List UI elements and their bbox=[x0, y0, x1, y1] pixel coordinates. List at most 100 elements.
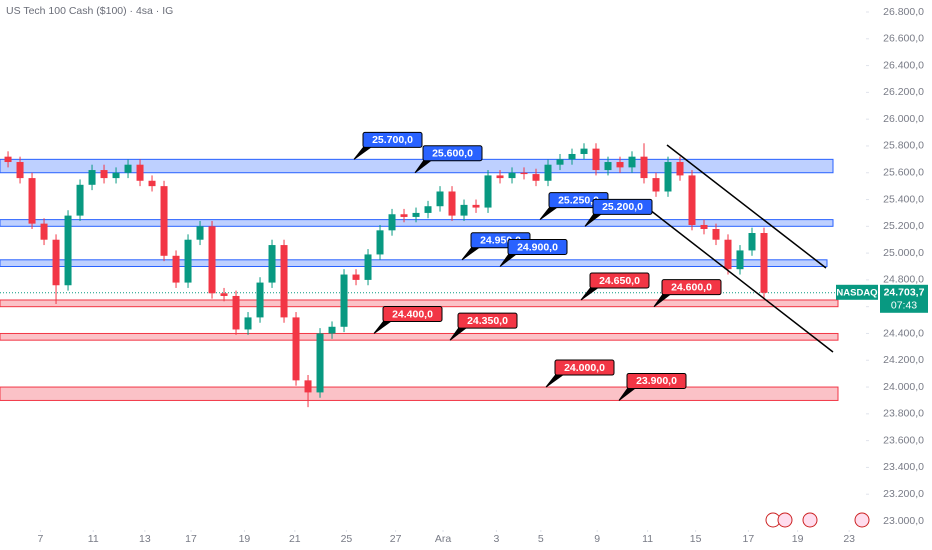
price-label-box bbox=[382, 305, 443, 322]
candle-body bbox=[520, 172, 528, 175]
price-label-box bbox=[554, 359, 615, 376]
candle-body bbox=[508, 172, 516, 179]
zone bbox=[0, 299, 839, 308]
price-label: 25.600,0 bbox=[432, 148, 473, 160]
y-tick-label: 23.000,0 bbox=[883, 515, 924, 527]
zone bbox=[0, 158, 834, 174]
y-tick-label: 26.600,0 bbox=[883, 33, 924, 45]
candle-body bbox=[544, 164, 552, 181]
candle-body bbox=[736, 250, 744, 270]
x-tick-label: 17 bbox=[743, 533, 755, 545]
candle-body bbox=[568, 153, 576, 160]
price-label-box bbox=[626, 372, 687, 389]
label-pointer bbox=[499, 252, 518, 267]
label-pointer bbox=[461, 245, 481, 261]
x-tick-label: Ara bbox=[435, 533, 452, 545]
candle-body bbox=[28, 178, 36, 224]
candle-body bbox=[232, 295, 240, 330]
event-icon bbox=[802, 512, 818, 528]
last-price-label: 24.703,7 bbox=[884, 287, 925, 299]
y-tick-label: 25.000,0 bbox=[883, 247, 924, 259]
price-label-box bbox=[362, 131, 423, 148]
x-tick-label: 5 bbox=[538, 533, 544, 545]
label-pointer bbox=[449, 325, 468, 341]
x-tick-label: 7 bbox=[38, 533, 44, 545]
x-tick-label: 21 bbox=[289, 533, 301, 545]
price-label: 25.250,0 bbox=[558, 194, 599, 206]
label-pointer bbox=[373, 319, 393, 334]
candle-body bbox=[316, 333, 324, 393]
candle-body bbox=[172, 255, 180, 283]
symbol-badge bbox=[836, 284, 878, 300]
x-tick-label: 25 bbox=[341, 533, 353, 545]
candle-body bbox=[460, 204, 468, 216]
candle-body bbox=[148, 180, 156, 187]
candle-body bbox=[436, 191, 444, 207]
y-tick-label: 25.200,0 bbox=[883, 220, 924, 232]
candle-body bbox=[724, 239, 732, 270]
price-label: 24.900,0 bbox=[517, 241, 558, 253]
label-pointer bbox=[414, 158, 433, 174]
candle-body bbox=[352, 274, 360, 280]
candle-body bbox=[640, 156, 648, 179]
price-label-box bbox=[507, 239, 568, 255]
candle-body bbox=[664, 162, 672, 192]
zone bbox=[0, 332, 839, 341]
candle-body bbox=[628, 156, 636, 168]
label-pointer bbox=[580, 285, 600, 301]
y-tick-label: 24.000,0 bbox=[883, 381, 924, 393]
y-tick-label: 23.800,0 bbox=[883, 408, 924, 420]
axes: 26.800,0 26.600,0 26.400,0 26.200,0 26.000,0… bbox=[38, 6, 928, 545]
x-tick-label: 11 bbox=[88, 533, 99, 545]
last-price-badge bbox=[880, 284, 928, 313]
price-label: 24.350,0 bbox=[467, 315, 508, 327]
price-label-box bbox=[457, 312, 518, 329]
y-tick-label: 26.800,0 bbox=[883, 6, 924, 18]
event-icons bbox=[765, 512, 870, 528]
price-label: 24.400,0 bbox=[392, 308, 433, 320]
candles bbox=[4, 143, 768, 408]
label-pointer bbox=[539, 205, 559, 221]
x-tick-label: 23 bbox=[843, 533, 855, 545]
candle-body bbox=[700, 224, 708, 229]
candle-body bbox=[208, 226, 216, 294]
candle-body bbox=[64, 215, 72, 286]
candle-body bbox=[616, 162, 624, 168]
candle-body bbox=[4, 156, 12, 163]
y-tick-label: 23.200,0 bbox=[883, 488, 924, 500]
candle-body bbox=[652, 178, 660, 192]
candle-body bbox=[184, 239, 192, 283]
candle-body bbox=[484, 175, 492, 208]
candle-body bbox=[220, 293, 228, 296]
y-tick-label: 23.600,0 bbox=[883, 434, 924, 446]
candle-body bbox=[556, 159, 564, 165]
x-tick-label: 11 bbox=[642, 533, 653, 545]
candle-body bbox=[688, 175, 696, 225]
price-label-box bbox=[661, 279, 722, 296]
candle-body bbox=[676, 162, 684, 176]
event-icon bbox=[854, 512, 870, 528]
label-pointer bbox=[653, 292, 672, 308]
candle-body bbox=[196, 226, 204, 240]
candle-body bbox=[748, 233, 756, 251]
candle-body bbox=[340, 274, 348, 327]
x-tick-label: 13 bbox=[139, 533, 151, 545]
price-label: 23.900,0 bbox=[636, 375, 677, 387]
x-tick-label: 3 bbox=[493, 533, 499, 545]
candle-body bbox=[40, 223, 48, 240]
zone bbox=[0, 386, 839, 401]
x-tick-label: 17 bbox=[185, 533, 197, 545]
candle-body bbox=[496, 175, 504, 179]
label-pointer bbox=[545, 372, 565, 388]
y-tick-label: 26.200,0 bbox=[883, 86, 924, 98]
x-tick-label: 19 bbox=[792, 533, 804, 545]
trend-line bbox=[649, 209, 834, 353]
candle-body bbox=[88, 170, 96, 185]
candle-body bbox=[400, 214, 408, 217]
candle-body bbox=[580, 148, 588, 154]
candle-body bbox=[136, 164, 144, 181]
candle-body bbox=[448, 191, 456, 216]
candle-body bbox=[412, 212, 420, 217]
